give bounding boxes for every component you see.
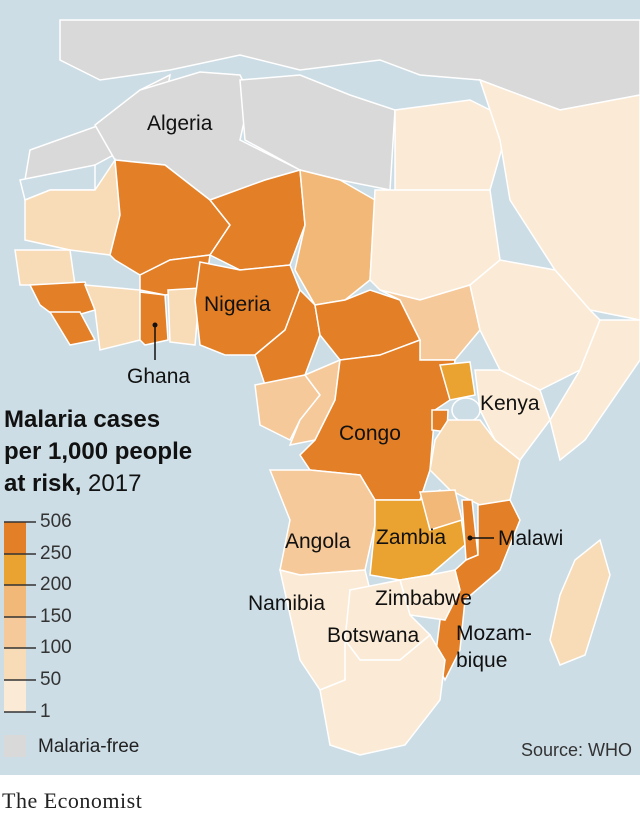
label-mozambique-line1: Mozam-: [456, 622, 532, 645]
region-egypt: [394, 99, 511, 191]
region-ghana: [139, 291, 169, 346]
label-zimbabwe: Zimbabwe: [375, 587, 472, 610]
legend-title-line3: at risk,: [4, 470, 82, 497]
region-cameroon: [254, 288, 321, 386]
legend-tick-100: 100: [40, 637, 72, 658]
region-europe-north: [59, 19, 640, 111]
label-zambia: Zambia: [376, 526, 447, 549]
africa-map: [0, 0, 640, 775]
lake-victoria: [451, 397, 481, 423]
region-madagascar: [549, 538, 611, 666]
region-zambia-north: [419, 489, 463, 531]
label-algeria: Algeria: [147, 112, 213, 135]
region-south-africa: [319, 633, 446, 756]
legend-title-line1: Malaria cases: [4, 406, 161, 433]
region-angola: [268, 469, 376, 576]
legend-malaria-free: Malaria-free: [38, 736, 140, 757]
label-congo: Congo: [339, 422, 401, 445]
legend-tick-250: 250: [40, 543, 72, 564]
legend-tick-200: 200: [40, 574, 72, 595]
region-ivory-coast: [83, 284, 141, 351]
legend-tick-50: 50: [40, 669, 62, 690]
label-ghana: Ghana: [127, 365, 191, 388]
region-dr-congo: [299, 338, 456, 501]
legend-title-line2: per 1,000 people: [4, 438, 193, 465]
legend-tick-1: 1: [40, 701, 51, 722]
legend-tick-150: 150: [40, 606, 72, 627]
label-kenya: Kenya: [480, 392, 540, 415]
region-liberia: [48, 311, 97, 346]
label-namibia: Namibia: [248, 592, 326, 615]
legend-title: Malaria cases per 1,000 people at risk, …: [4, 404, 192, 500]
region-togo-benin: [167, 287, 201, 346]
region-senegal: [14, 249, 76, 286]
region-somalia: [549, 319, 640, 462]
label-angola: Angola: [285, 530, 351, 553]
legend-color-bar: [4, 521, 36, 757]
label-nigeria: Nigeria: [204, 293, 271, 316]
legend-title-year: 2017: [81, 470, 142, 497]
label-mozambique-line2: bique: [456, 649, 508, 672]
brand-footer: The Economist: [2, 788, 143, 813]
legend-tick-506: 506: [40, 511, 72, 532]
source-note: Source: WHO: [520, 740, 632, 760]
region-uganda: [439, 361, 476, 401]
label-botswana: Botswana: [327, 624, 420, 647]
label-malawi: Malawi: [498, 527, 564, 550]
